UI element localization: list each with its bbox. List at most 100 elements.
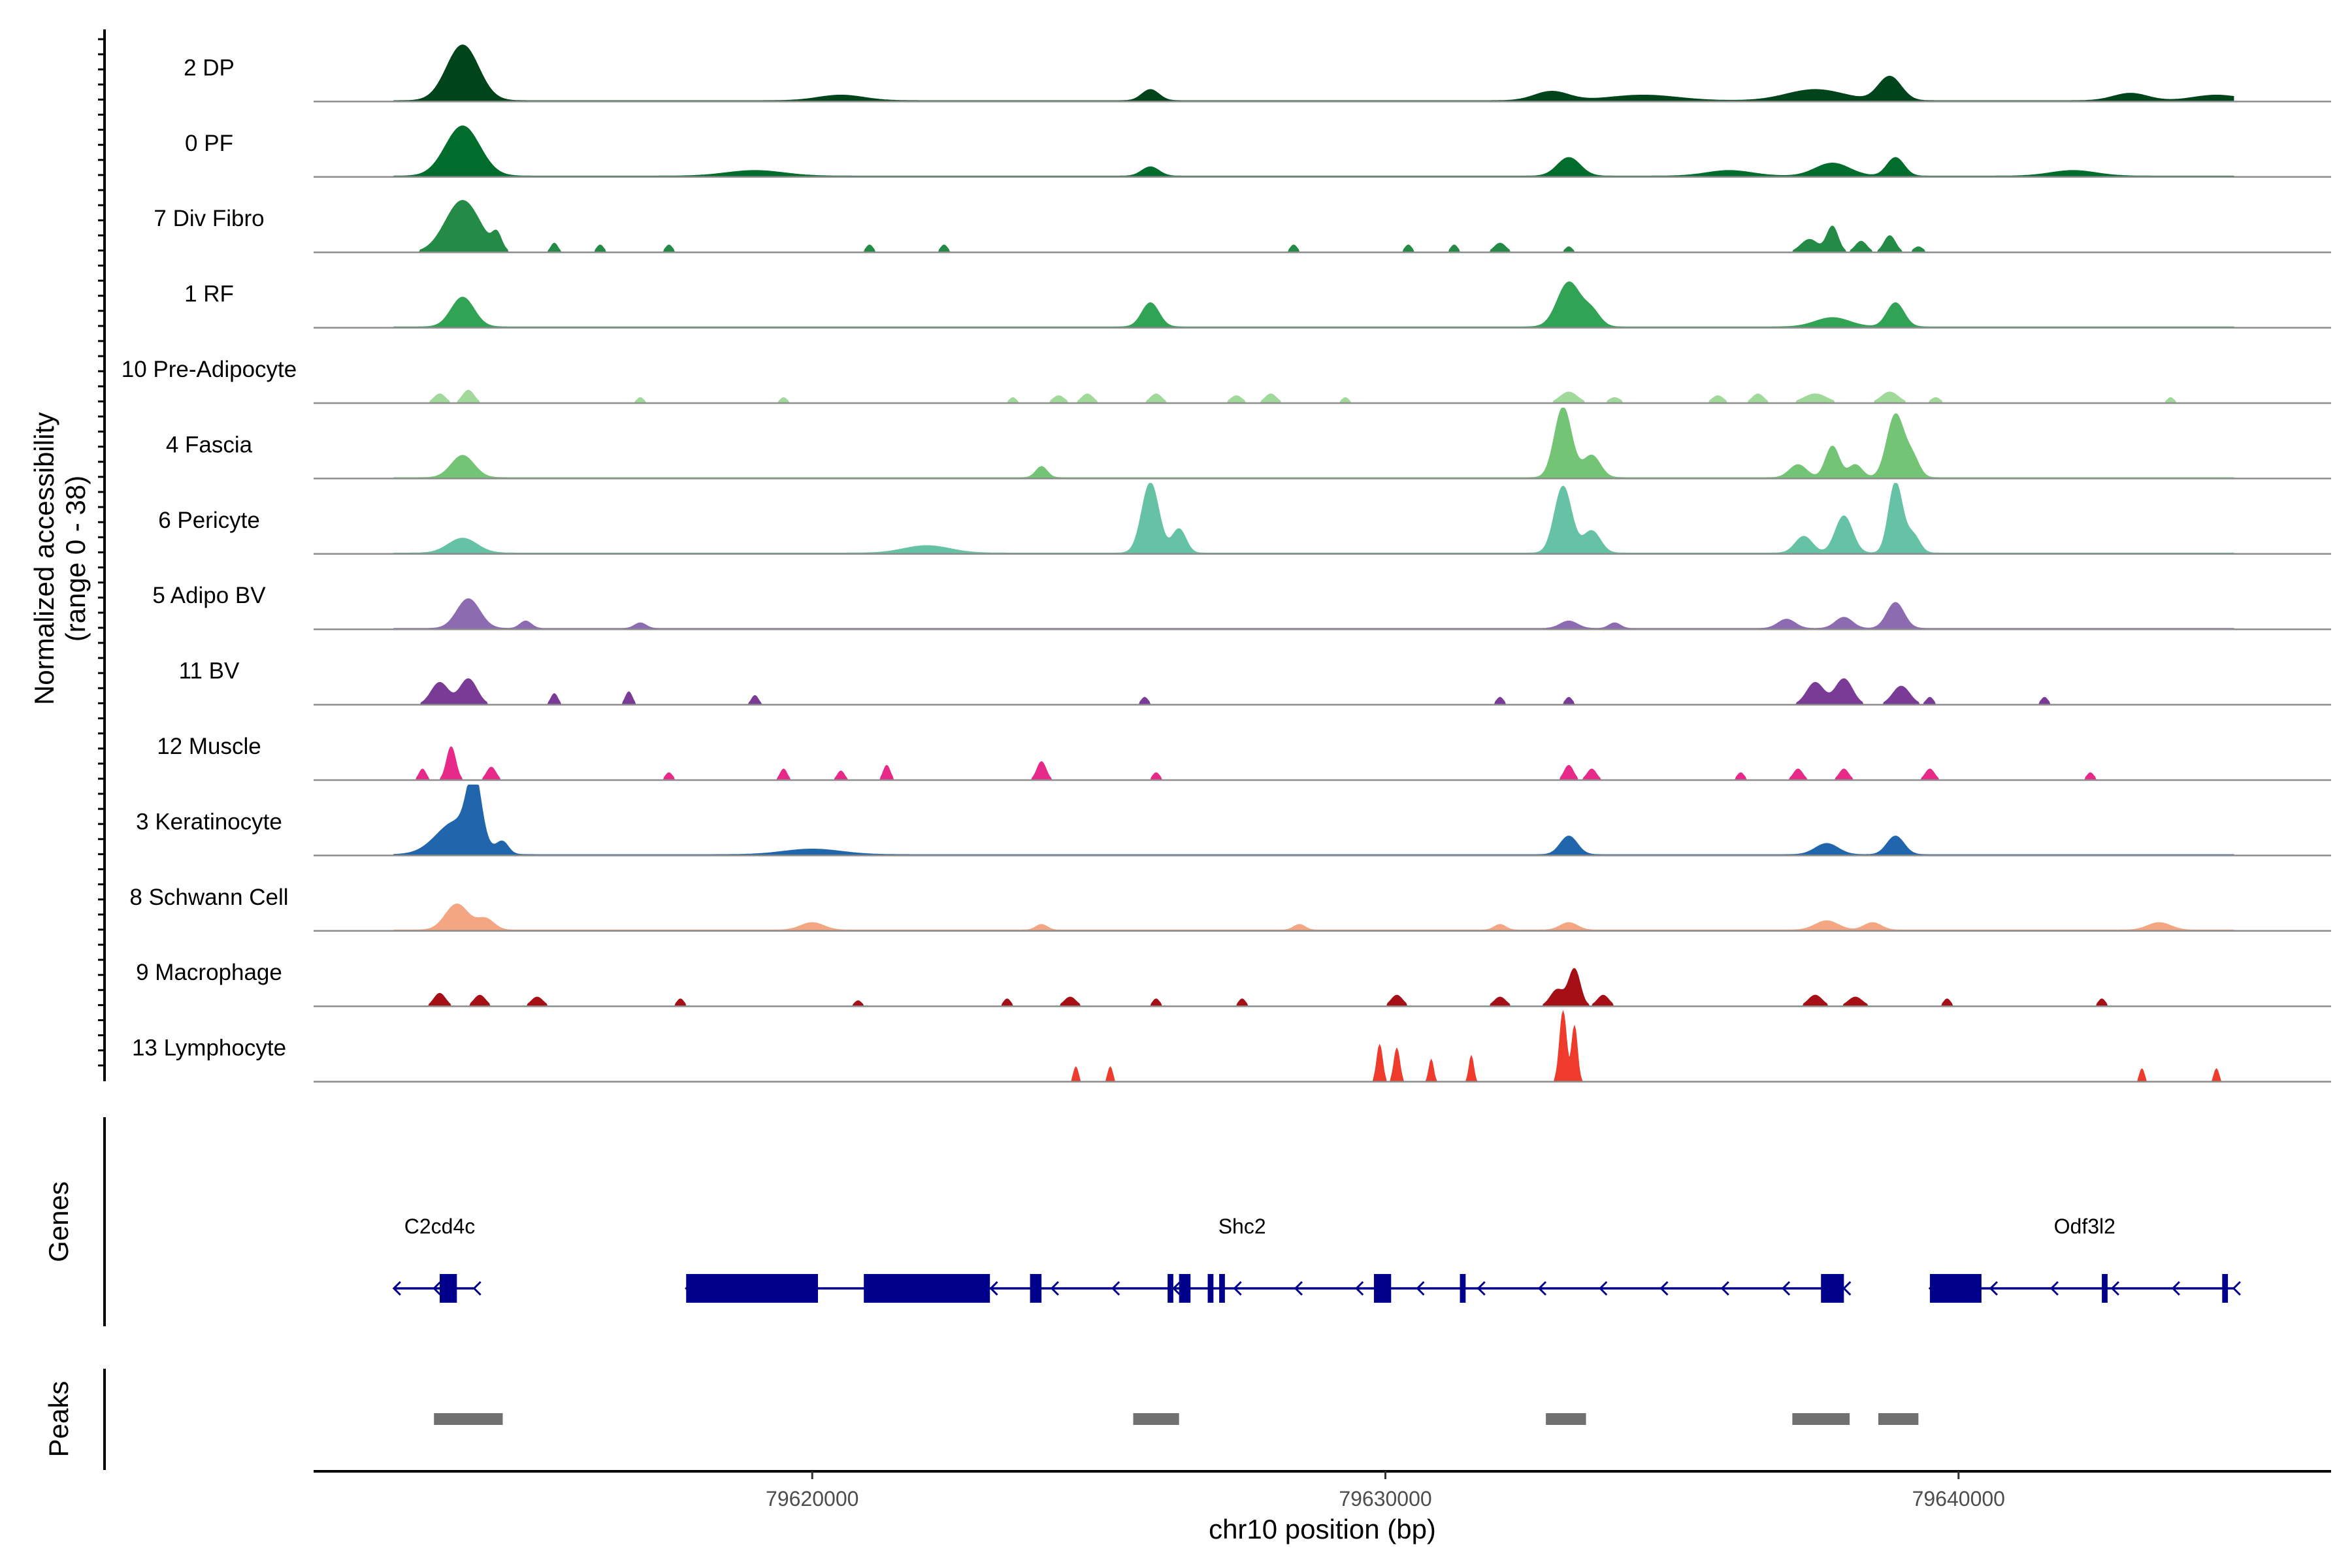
track-label: 2 DP	[184, 55, 235, 80]
track-label: 6 Pericyte	[158, 508, 260, 533]
gene-exon	[686, 1274, 818, 1303]
track-13-lymphocyte: 13 Lymphocyte	[132, 1009, 2331, 1083]
x-tick-label: 79630000	[1339, 1487, 1431, 1511]
strand-arrow	[1233, 1281, 1242, 1296]
gene-exon	[1460, 1274, 1466, 1303]
coverage-tracks: 2 DP 0 PF 7 Div Fibro 1 RF 10 Pre-Adipocyte 4…	[122, 44, 2331, 1083]
strand-arrow	[1842, 1281, 1852, 1296]
track-2-dp: 2 DP	[184, 44, 2331, 103]
strand-arrow	[1537, 1281, 1547, 1296]
coverage-signal	[393, 200, 2234, 253]
track-label: 8 Schwann Cell	[129, 885, 288, 910]
gene-label: Odf3l2	[2054, 1215, 2115, 1238]
gene-exon	[1373, 1274, 1392, 1303]
track-label: 10 Pre-Adipocyte	[122, 357, 297, 382]
peak-region	[1878, 1413, 1919, 1425]
coverage-signal	[393, 44, 2234, 102]
track-label: 11 BV	[179, 659, 240, 684]
gene-exon	[1219, 1274, 1225, 1303]
track-6-pericyte: 6 Pericyte	[158, 483, 2331, 555]
x-axis-ticks: 79620000 79630000 79640000	[766, 1471, 2005, 1511]
strand-arrow	[1294, 1281, 1303, 1296]
track-3-keratinocyte: 3 Keratinocyte	[136, 784, 2331, 857]
gene-exon	[864, 1274, 990, 1303]
gene-c2cd4c: C2cd4c	[392, 1215, 482, 1303]
strand-arrow	[1172, 1281, 1181, 1296]
strand-arrow	[1111, 1281, 1120, 1296]
gene-exon	[1168, 1274, 1173, 1303]
track-0-pf: 0 PF	[185, 125, 2331, 178]
strand-arrow	[1720, 1281, 1729, 1296]
y-axis-title-line1: Normalized accessibility	[29, 412, 59, 705]
track-7-div-fibro: 7 Div Fibro	[154, 200, 2331, 253]
strand-arrow	[1355, 1281, 1364, 1296]
gene-exon	[1030, 1274, 1042, 1303]
x-axis-title: chr10 position (bp)	[1209, 1514, 1436, 1544]
strand-arrow	[1416, 1281, 1425, 1296]
gene-exon	[1929, 1274, 1982, 1303]
coverage-signal	[393, 281, 2234, 329]
coverage-signal	[393, 746, 2234, 781]
track-label: 3 Keratinocyte	[136, 809, 282, 834]
coverage-signal	[393, 784, 2234, 856]
gene-exon	[1207, 1274, 1214, 1303]
gene-label: Shc2	[1218, 1215, 1266, 1238]
track-12-muscle: 12 Muscle	[157, 734, 2331, 781]
track-label: 1 RF	[184, 282, 234, 307]
track-label: 12 Muscle	[157, 734, 261, 759]
strand-arrow	[1477, 1281, 1486, 1296]
gene-exon	[1821, 1274, 1844, 1303]
peak-region	[434, 1413, 503, 1425]
x-tick-label: 79620000	[766, 1487, 858, 1511]
coverage-signal	[393, 903, 2234, 932]
gene-annotation-panel: C2cd4c Shc2 Odf3l2	[392, 1215, 2241, 1303]
track-label: 9 Macrophage	[136, 960, 282, 985]
strand-arrow	[1659, 1281, 1669, 1296]
strand-arrow	[2050, 1281, 2059, 1296]
strand-arrow	[433, 1281, 442, 1296]
gene-odf3l2: Odf3l2	[1928, 1215, 2241, 1303]
track-label: 0 PF	[185, 131, 233, 156]
peak-regions-panel	[434, 1413, 1919, 1425]
coverage-signal	[393, 1009, 2234, 1083]
coverage-y-ticks	[98, 38, 105, 1067]
peak-region	[1133, 1413, 1179, 1425]
strand-arrow	[989, 1281, 998, 1296]
coverage-signal	[393, 407, 2234, 479]
gene-exon	[2222, 1274, 2229, 1303]
gene-label: C2cd4c	[404, 1215, 476, 1238]
track-8-schwann-cell: 8 Schwann Cell	[129, 885, 2331, 932]
peaks-panel-title: Peaks	[43, 1381, 74, 1458]
track-9-macrophage: 9 Macrophage	[136, 960, 2331, 1007]
track-10-pre-adipocyte: 10 Pre-Adipocyte	[122, 357, 2331, 404]
x-tick-label: 79640000	[1912, 1487, 2005, 1511]
strand-arrow	[392, 1281, 401, 1296]
strand-arrow	[1050, 1281, 1059, 1296]
gene-exon	[1179, 1274, 1191, 1303]
track-11-bv: 11 BV	[179, 659, 2331, 706]
coverage-signal	[393, 678, 2234, 706]
coverage-signal	[393, 483, 2234, 555]
strand-arrow	[1599, 1281, 1608, 1296]
coverage-signal	[393, 125, 2234, 178]
track-4-fascia: 4 Fascia	[166, 407, 2331, 480]
peak-region	[1546, 1413, 1586, 1425]
track-label: 5 Adipo BV	[152, 583, 266, 608]
coverage-signal	[393, 598, 2234, 630]
peak-region	[1792, 1413, 1850, 1425]
coverage-signal	[393, 389, 2234, 404]
track-label: 4 Fascia	[166, 432, 253, 457]
strand-arrow	[1781, 1281, 1791, 1296]
track-1-rf: 1 RF	[184, 281, 2331, 329]
gene-exon	[2102, 1274, 2108, 1303]
strand-arrow	[472, 1281, 482, 1296]
track-label: 7 Div Fibro	[154, 206, 264, 231]
strand-arrow	[2110, 1281, 2119, 1296]
coverage-signal	[393, 968, 2234, 1007]
strand-arrow	[2171, 1281, 2180, 1296]
strand-arrow	[2232, 1281, 2241, 1296]
genes-panel-title: Genes	[43, 1181, 74, 1262]
strand-arrow	[1989, 1281, 1998, 1296]
y-axis-title: Normalized accessibility (range 0 - 38)	[29, 412, 91, 705]
